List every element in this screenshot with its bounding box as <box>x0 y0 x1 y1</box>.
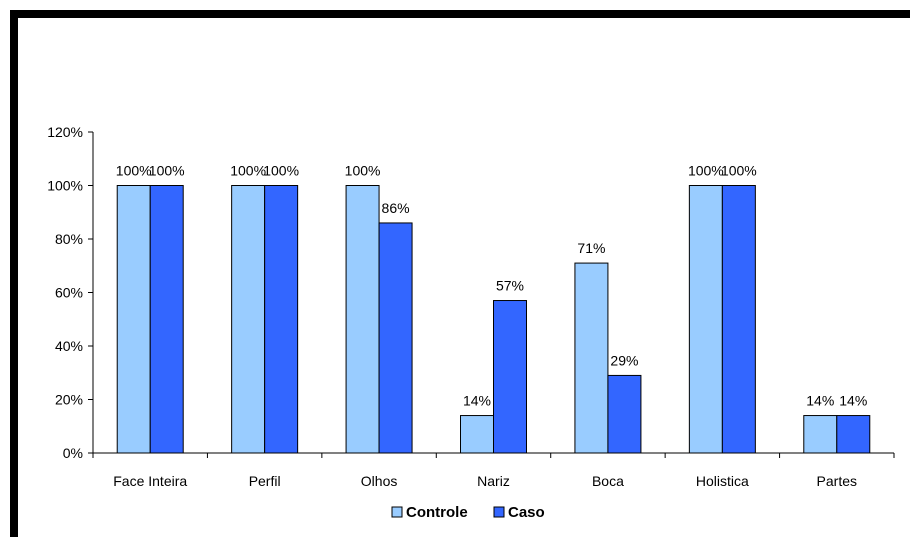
data-label: 100% <box>263 163 299 179</box>
data-label: 100% <box>116 163 152 179</box>
data-label: 100% <box>688 163 724 179</box>
y-tick-label: 100% <box>47 178 83 194</box>
legend-entry: Controle <box>406 504 468 521</box>
data-label: 14% <box>839 393 867 409</box>
y-tick-label: 120% <box>47 124 83 140</box>
bar <box>493 300 527 454</box>
bars <box>116 185 871 454</box>
bar <box>607 374 642 454</box>
bar <box>116 185 151 454</box>
x-tick-label: Perfil <box>249 473 281 489</box>
data-label: 86% <box>382 200 410 216</box>
x-tick-label: Boca <box>592 473 624 489</box>
legend: Controle Caso <box>391 504 545 521</box>
y-tick-label: 20% <box>55 392 83 408</box>
x-tick-label: Nariz <box>477 473 510 489</box>
bar <box>688 185 723 454</box>
bar <box>264 185 299 454</box>
legend-swatch <box>493 506 505 518</box>
data-label: 100% <box>345 163 381 179</box>
data-label: 100% <box>230 163 266 179</box>
y-tick-label: 0% <box>63 445 83 461</box>
frame-left-border <box>10 10 18 537</box>
data-label: 71% <box>577 240 605 256</box>
bar <box>378 222 413 454</box>
bar <box>460 415 494 454</box>
y-tick-label: 60% <box>55 285 83 301</box>
data-label: 57% <box>496 278 524 294</box>
bar <box>574 262 609 454</box>
axes: 0% 20% 40% 60% 80% 100% 120% Face Inteira Perfil… <box>47 124 895 489</box>
bar <box>149 185 184 454</box>
x-tick-label: Partes <box>817 473 857 489</box>
frame-top-border <box>10 10 910 18</box>
data-labels: 100%100% 100%100% 100%86%14%57%71%29%100%1… <box>116 163 867 409</box>
y-tick-label: 40% <box>55 338 83 354</box>
y-tick-label: 80% <box>55 231 83 247</box>
x-tick-label: Face Inteira <box>113 473 187 489</box>
bar <box>721 185 756 454</box>
x-tick-label: Holistica <box>696 473 749 489</box>
legend-swatch <box>391 506 403 518</box>
data-label: 29% <box>610 352 638 368</box>
bar <box>345 185 380 454</box>
legend-entry: Caso <box>508 504 545 521</box>
data-label: 100% <box>721 163 757 179</box>
data-label: 100% <box>149 163 185 179</box>
bar <box>231 185 266 454</box>
bar <box>803 415 838 454</box>
x-tick-label: Olhos <box>361 473 398 489</box>
bar <box>836 415 871 454</box>
data-label: 14% <box>463 393 491 409</box>
data-label: 14% <box>806 393 834 409</box>
